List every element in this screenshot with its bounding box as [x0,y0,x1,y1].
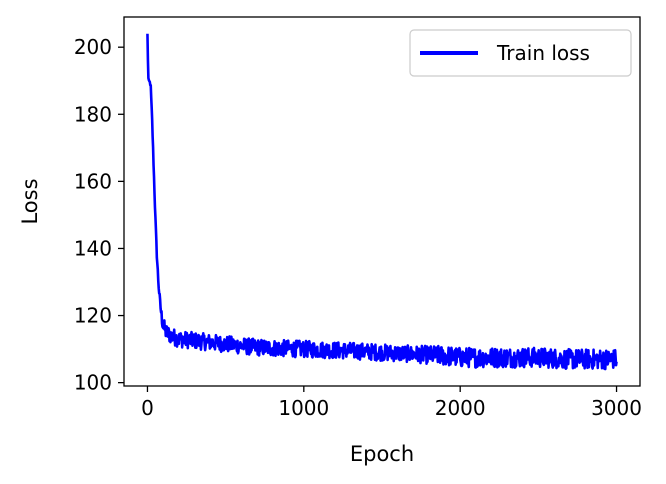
y-tick-label-160: 160 [74,169,112,193]
x-tick-label-3000: 3000 [591,396,642,420]
y-tick-label-100: 100 [74,371,112,395]
x-axis-label: Epoch [350,442,414,466]
y-tick-label-140: 140 [74,236,112,260]
axes-frame [123,16,641,387]
y-tick-label-180: 180 [74,102,112,126]
x-tick-label-1000: 1000 [278,396,329,420]
y-tick-label-200: 200 [74,35,112,59]
legend-box [409,29,632,77]
legend-label-train-loss: Train loss [496,41,590,65]
legend: Train loss [409,29,632,77]
axes: 0 1000 2000 3000 100 120 140 160 180 200 [74,16,642,420]
y-tick-label-120: 120 [74,304,112,328]
y-axis-label: Loss [18,178,42,224]
series-line-train-loss [146,33,618,371]
x-tick-label-2000: 2000 [435,396,486,420]
x-tick-label-0: 0 [141,396,154,420]
plot-area [146,33,618,371]
